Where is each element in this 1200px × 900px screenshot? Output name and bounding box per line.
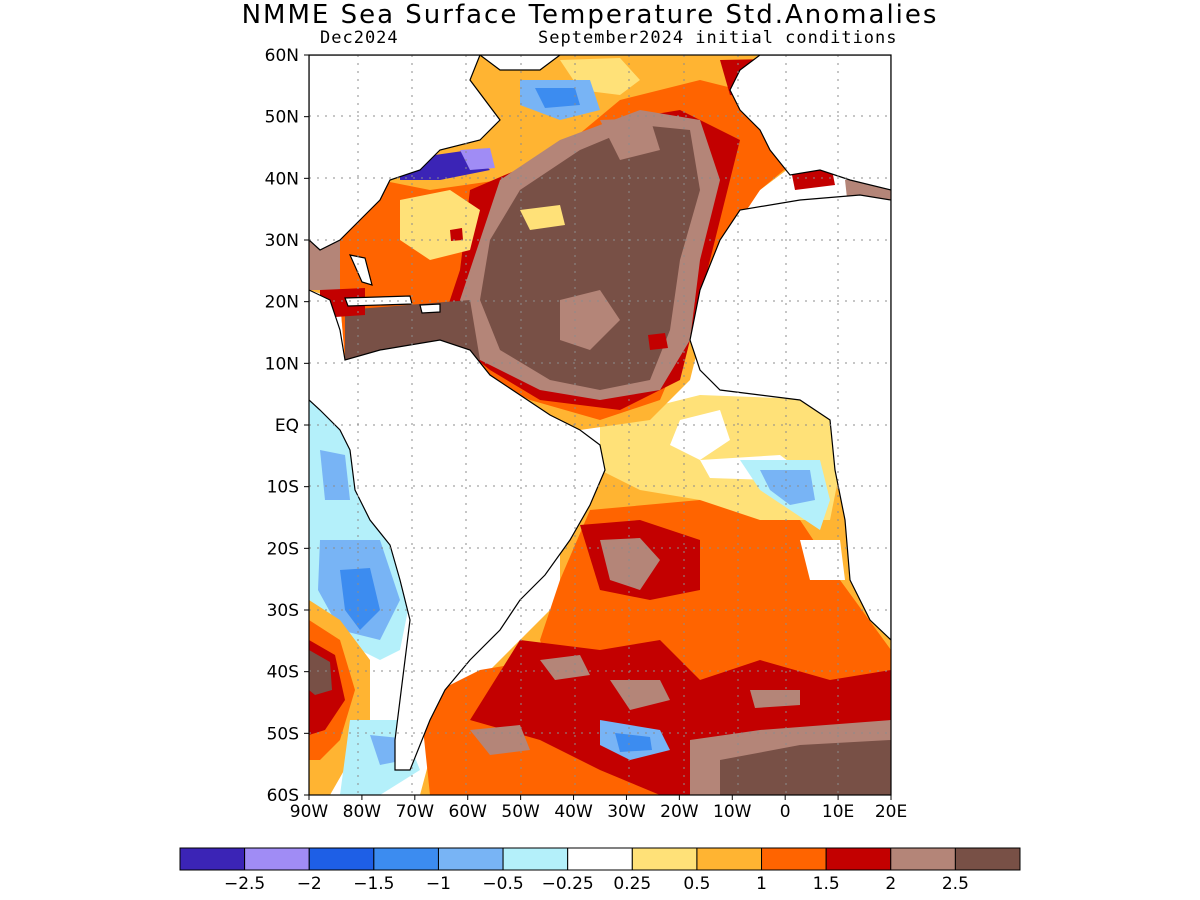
lon-tick-label: 30W <box>607 802 646 822</box>
lat-tick-label: 30N <box>265 231 299 251</box>
anomaly-field <box>309 55 891 795</box>
colorbar-label: −1 <box>426 874 451 894</box>
colorbar-swatch <box>244 847 310 871</box>
colorbar-label: −1.5 <box>353 874 394 894</box>
lat-tick-label: 10N <box>265 354 299 374</box>
colorbar-swatch <box>437 847 504 871</box>
lon-tick-label: 0 <box>780 802 791 822</box>
lat-tick-label: 20S <box>267 539 299 559</box>
colorbar-swatch <box>890 847 956 871</box>
lon-tick-label: 90W <box>290 802 329 822</box>
colorbar-swatch <box>761 847 827 871</box>
colorbar-label: 2.5 <box>942 874 969 894</box>
lon-tick-label: 10E <box>822 802 854 822</box>
gridlines <box>309 55 891 795</box>
colorbar-label: 0.5 <box>683 874 710 894</box>
lon-tick-label: 80W <box>343 802 382 822</box>
lon-tick-label: 20E <box>875 802 907 822</box>
colorbar-label: −2.5 <box>224 874 265 894</box>
colorbar-swatch <box>567 847 633 871</box>
lat-tick-label: 40S <box>267 663 299 683</box>
longitude-axis: 90W 80W 70W 60W 50W 40W 30W 20W 10W 0 10E 20E <box>290 795 907 822</box>
colorbar-label: 1.5 <box>813 874 840 894</box>
lat-tick-label: 30S <box>267 601 299 621</box>
colorbar-label: −0.5 <box>482 874 523 894</box>
colorbar: −2.5 −2 −1.5 −1 −0.5 −0.25 0.25 0.5 1 1.5 2 2.5 <box>179 847 1021 894</box>
lon-tick-label: 50W <box>501 802 540 822</box>
lon-tick-label: 10W <box>713 802 752 822</box>
colorbar-label: 1 <box>756 874 767 894</box>
lat-tick-label: 10S <box>267 478 299 498</box>
colorbar-swatch <box>502 847 569 871</box>
colorbar-label: −0.25 <box>542 874 594 894</box>
colorbar-swatch <box>373 847 439 871</box>
lat-tick-label: 40N <box>265 169 299 189</box>
latitude-axis: 60N 50N 40N 30N 20N 10N EQ 10S 20S 30S 40S 50S 60S <box>265 46 309 806</box>
colorbar-label: −2 <box>297 874 322 894</box>
colorbar-swatch <box>179 847 246 871</box>
lat-tick-label: 60N <box>265 46 299 66</box>
lon-tick-label: 70W <box>396 802 435 822</box>
colorbar-swatch <box>631 847 698 871</box>
continents <box>309 55 891 771</box>
lon-tick-label: 60W <box>449 802 488 822</box>
lat-tick-label: 50N <box>265 108 299 128</box>
colorbar-swatch <box>954 847 1021 871</box>
lat-tick-label: 20N <box>265 293 299 313</box>
colorbar-swatch <box>308 847 375 871</box>
valid-month: Dec2024 <box>320 28 399 48</box>
colorbar-label: 0.25 <box>613 874 651 894</box>
lon-tick-label: 40W <box>554 802 593 822</box>
lat-tick-label: 50S <box>267 724 299 744</box>
colorbar-swatch <box>825 847 892 871</box>
lat-tick-label: EQ <box>275 416 299 436</box>
colorbar-swatch <box>696 847 763 871</box>
map-title: NMME Sea Surface Temperature Std.Anomali… <box>241 0 939 30</box>
colorbar-label: 2 <box>885 874 896 894</box>
init-conditions: September2024 initial conditions <box>538 28 898 48</box>
lon-tick-label: 20W <box>660 802 699 822</box>
lat-tick-label: 60S <box>267 786 299 806</box>
